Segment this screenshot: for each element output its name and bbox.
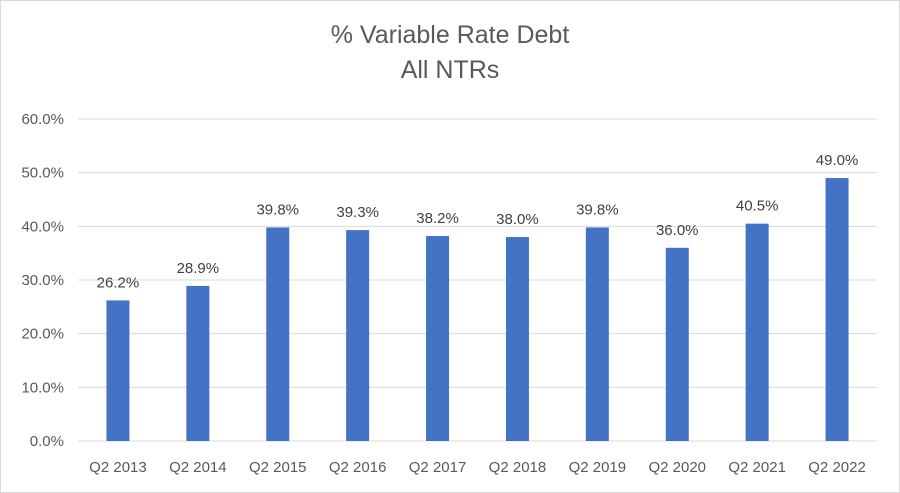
- data-labels: 26.2% 28.9% 39.8% 39.3% 38.2% 38.0% 39.8% 36.0%…: [97, 152, 859, 291]
- x-tick-label: Q2 2017: [409, 459, 467, 476]
- chart-title: % Variable Rate Debt: [330, 21, 570, 49]
- x-tick-label: Q2 2016: [329, 459, 387, 476]
- bar: [106, 300, 130, 441]
- data-label: 28.9%: [177, 260, 220, 277]
- y-tick-label: 20.0%: [21, 326, 64, 343]
- bar: [346, 230, 370, 441]
- data-label: 39.3%: [336, 204, 379, 221]
- x-tick-label: Q2 2018: [489, 459, 547, 476]
- bar: [505, 237, 529, 441]
- y-tick-label: 0.0%: [30, 433, 64, 450]
- chart-title-block: % Variable Rate Debt All NTRs: [0, 18, 900, 88]
- data-label: 39.8%: [256, 201, 299, 218]
- x-tick-label: Q2 2021: [728, 459, 786, 476]
- data-label: 39.8%: [576, 201, 619, 218]
- x-tick-label: Q2 2013: [89, 459, 147, 476]
- y-tick-label: 60.0%: [21, 111, 64, 128]
- y-tick-label: 50.0%: [21, 165, 64, 182]
- data-label: 49.0%: [816, 152, 859, 169]
- bar: [825, 178, 849, 442]
- x-tick-label: Q2 2015: [249, 459, 307, 476]
- gridlines: [78, 118, 877, 442]
- x-tick-label: Q2 2014: [169, 459, 227, 476]
- bar: [585, 227, 609, 441]
- data-label: 38.2%: [416, 210, 459, 227]
- data-label: 38.0%: [496, 211, 539, 228]
- chart-subtitle: All NTRs: [400, 56, 500, 84]
- x-tick-label: Q2 2020: [648, 459, 706, 476]
- x-tick-label: Q2 2022: [808, 459, 866, 476]
- bar: [186, 285, 210, 441]
- bar: [266, 227, 290, 441]
- y-axis-tick-labels: 0.0% 10.0% 20.0% 30.0% 40.0% 50.0% 60.0%: [21, 111, 64, 450]
- y-tick-label: 30.0%: [21, 272, 64, 289]
- bar: [426, 235, 450, 441]
- data-label: 26.2%: [97, 274, 140, 291]
- y-tick-label: 40.0%: [21, 218, 64, 235]
- x-tick-label: Q2 2019: [569, 459, 627, 476]
- y-tick-label: 10.0%: [21, 379, 64, 396]
- bar: [745, 223, 769, 441]
- x-axis-tick-labels: Q2 2013 Q2 2014 Q2 2015 Q2 2016 Q2 2017 Q2 20…: [89, 459, 866, 476]
- data-label: 36.0%: [656, 222, 699, 239]
- bars: [106, 178, 849, 442]
- data-label: 40.5%: [736, 198, 779, 215]
- bar: [665, 247, 689, 441]
